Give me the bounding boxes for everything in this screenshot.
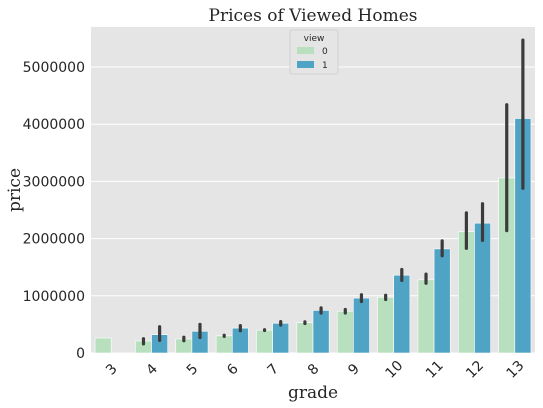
- legend-title: view: [304, 34, 325, 44]
- chart-title: Prices of Viewed Homes: [209, 6, 418, 26]
- error-bars: [141, 38, 525, 346]
- x-tick-label: 6: [224, 361, 242, 379]
- legend: view 0 1: [289, 29, 339, 75]
- x-tick-labels: 3 4 5 6 7 8 9 10 11 12 13: [103, 358, 527, 382]
- x-tick-label: 7: [265, 361, 283, 379]
- y-tick-label: 0: [76, 346, 85, 362]
- x-tick-label: 9: [345, 361, 363, 379]
- legend-swatch-0: [297, 47, 314, 54]
- bar-1-9: [353, 297, 370, 354]
- x-tick-label: 3: [103, 361, 121, 379]
- legend-label-0: 0: [322, 47, 328, 57]
- legend-swatch-1: [297, 61, 314, 68]
- x-tick-label: 5: [184, 361, 202, 379]
- bar-0-9: [336, 310, 354, 354]
- bar-0-3: [94, 337, 112, 354]
- y-tick-label: 2000000: [23, 232, 85, 248]
- y-tick-label: 1000000: [23, 289, 85, 305]
- bars: [94, 118, 532, 354]
- x-tick-label: 11: [423, 358, 447, 382]
- bar-1-10: [393, 274, 411, 354]
- x-tick-label: 12: [463, 358, 487, 382]
- x-tick-label: 4: [143, 361, 161, 379]
- bar-0-7: [256, 329, 273, 354]
- x-tick-label: 13: [504, 358, 528, 382]
- bar-0-10: [377, 296, 395, 354]
- bar-0-6: [215, 335, 233, 354]
- bar-0-11: [417, 279, 435, 354]
- bar-0-8: [296, 322, 314, 354]
- y-axis-label: price: [5, 168, 25, 212]
- legend-label-1: 1: [322, 61, 328, 71]
- x-tick-label: 8: [305, 361, 323, 379]
- x-tick-label: 10: [382, 358, 406, 382]
- y-tick-label: 3000000: [23, 174, 85, 190]
- bar-1-8: [312, 310, 330, 354]
- y-tick-label: 5000000: [23, 60, 85, 76]
- y-tick-labels: 0 1000000 2000000 3000000 4000000 5000000: [23, 60, 85, 362]
- bar-1-12: [474, 222, 491, 354]
- x-axis-label: grade: [288, 383, 338, 403]
- bar-1-11: [433, 248, 451, 354]
- bar-0-12: [458, 231, 475, 354]
- bar-1-7: [272, 322, 290, 354]
- y-tick-label: 4000000: [23, 117, 85, 133]
